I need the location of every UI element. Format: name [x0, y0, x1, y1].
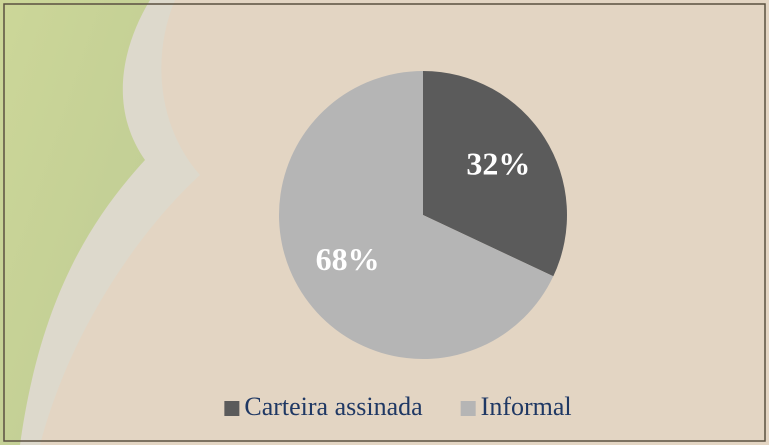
legend-swatch: [224, 401, 239, 416]
data-label: 68%: [316, 241, 380, 277]
legend-label: Informal: [481, 392, 572, 421]
data-label: 32%: [466, 146, 530, 182]
legend-label: Carteira assinada: [244, 392, 423, 421]
legend-swatch: [461, 401, 476, 416]
pie: 32% 68%: [279, 71, 567, 359]
chart: 32% 68% Carteira assinada Informal: [0, 0, 769, 445]
legend: Carteira assinada Informal: [224, 392, 571, 421]
